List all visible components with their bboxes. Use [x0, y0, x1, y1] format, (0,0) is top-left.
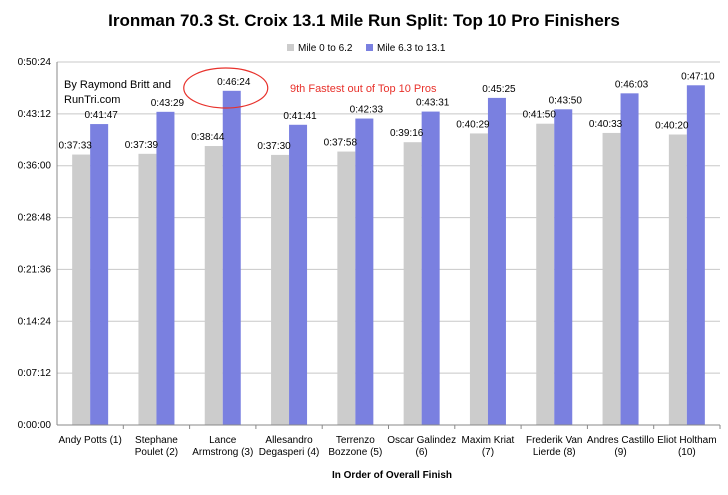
data-label-series1-10: 0:40:20 — [655, 121, 689, 132]
data-label-series1-1: 0:37:33 — [58, 141, 92, 152]
y-tick-label: 0:21:36 — [18, 264, 52, 275]
data-label-series1-5: 0:37:58 — [324, 138, 358, 149]
x-tick-label-10: (10) — [678, 447, 696, 458]
x-tick-label-4: Allesandro — [265, 435, 313, 446]
x-tick-label-5: Terrenzo — [336, 435, 375, 446]
bar-series2-5 — [355, 118, 374, 425]
bar-series1-2 — [138, 153, 157, 425]
data-label-series2-4: 0:41:41 — [283, 111, 317, 122]
data-label-series2-6: 0:43:31 — [416, 98, 450, 109]
x-tick-label-6: Oscar Galindez — [387, 435, 456, 446]
data-label-series1-6: 0:39:16 — [390, 128, 424, 139]
callout-text: 9th Fastest out of Top 10 Pros — [290, 83, 437, 95]
bar-series1-1 — [72, 154, 91, 425]
bar-series1-6 — [403, 142, 422, 425]
x-axis-label: In Order of Overall Finish — [332, 470, 452, 481]
data-label-series2-8: 0:43:50 — [549, 95, 583, 106]
bar-series — [72, 85, 705, 426]
data-label-series2-5: 0:42:33 — [350, 105, 384, 116]
bar-series2-9 — [620, 93, 639, 426]
chart-title: Ironman 70.3 St. Croix 13.1 Mile Run Spl… — [108, 11, 620, 30]
x-tick-label-3: Lance — [209, 435, 237, 446]
bar-series1-5 — [337, 151, 356, 425]
data-label-series1-4: 0:37:30 — [257, 141, 291, 152]
x-tick-label-2: Stephane — [135, 435, 178, 446]
x-tick-label-6: (6) — [416, 447, 428, 458]
x-tick-label-7: Maxim Kriat — [462, 435, 515, 446]
bar-series2-1 — [90, 124, 109, 425]
x-tick-label-4: Degasperi (4) — [259, 447, 320, 458]
x-tick-label-9: (9) — [614, 447, 626, 458]
y-tick-label: 0:00:00 — [18, 420, 52, 431]
y-tick-label: 0:43:12 — [18, 109, 52, 120]
chart-legend: Mile 0 to 6.2 Mile 6.3 to 13.1 — [287, 43, 446, 54]
data-label-series2-1: 0:41:47 — [84, 110, 118, 121]
data-label-series1-2: 0:37:39 — [125, 140, 159, 151]
legend-label-1: Mile 0 to 6.2 — [298, 43, 353, 54]
data-label-series1-3: 0:38:44 — [191, 132, 225, 143]
y-tick-label: 0:14:24 — [18, 316, 52, 327]
bar-series2-10 — [686, 85, 705, 426]
data-label-series1-7: 0:40:29 — [456, 119, 490, 130]
x-tick-label-10: Eliot Holtham — [657, 435, 716, 446]
x-tick-label-5: Bozzone (5) — [328, 447, 382, 458]
bar-series2-7 — [487, 97, 506, 425]
x-tick-label-1: Andy Potts (1) — [58, 435, 121, 446]
x-tick-label-8: Lierde (8) — [533, 447, 576, 458]
credit-text: By Raymond Britt and — [64, 79, 171, 91]
data-label-series2-3: 0:46:24 — [217, 77, 251, 88]
bar-series1-7 — [469, 133, 488, 425]
y-tick-label: 0:07:12 — [18, 368, 52, 379]
bar-series1-10 — [668, 134, 687, 425]
x-tick-label-9: Andres Castillo — [587, 435, 655, 446]
data-label-series2-10: 0:47:10 — [681, 71, 715, 82]
y-tick-label: 0:36:00 — [18, 161, 52, 172]
x-tick-label-8: Frederik Van — [526, 435, 583, 446]
bar-series1-8 — [536, 123, 555, 426]
bar-series1-9 — [602, 132, 621, 425]
data-label-series1-9: 0:40:33 — [589, 119, 623, 130]
data-label-series2-2: 0:43:29 — [151, 98, 185, 109]
axes: 0:00:00 0:07:12 0:14:24 0:21:36 0:28:48 0:36:… — [18, 57, 721, 458]
y-tick-label: 0:50:24 — [18, 57, 52, 68]
bar-series2-2 — [156, 111, 175, 425]
bar-series2-3 — [222, 90, 241, 426]
credit-text: RunTri.com — [64, 94, 120, 106]
data-label-series2-7: 0:45:25 — [482, 84, 516, 95]
legend-label-2: Mile 6.3 to 13.1 — [377, 43, 446, 54]
callout-ellipse — [183, 67, 269, 109]
bar-series2-4 — [289, 124, 308, 425]
x-tick-label-2: Poulet (2) — [135, 447, 178, 458]
data-label-series1-8: 0:41:50 — [523, 110, 557, 121]
x-tick-label-3: Armstrong (3) — [192, 447, 253, 458]
bar-series2-6 — [421, 111, 440, 425]
legend-swatch-2 — [366, 44, 373, 51]
bar-series1-3 — [204, 146, 223, 425]
bar-series2-8 — [554, 109, 573, 426]
data-labels: 0:37:33 0:41:47 0:37:39 0:43:29 0:38:44 0:46:… — [58, 71, 715, 152]
x-tick-label-7: (7) — [482, 447, 494, 458]
annotations: By Raymond Britt and RunTri.com 9th Fastes… — [64, 67, 437, 109]
y-tick-label: 0:28:48 — [18, 213, 52, 224]
data-label-series2-9: 0:46:03 — [615, 79, 649, 90]
bar-series1-4 — [271, 154, 290, 426]
legend-swatch-1 — [287, 44, 294, 51]
